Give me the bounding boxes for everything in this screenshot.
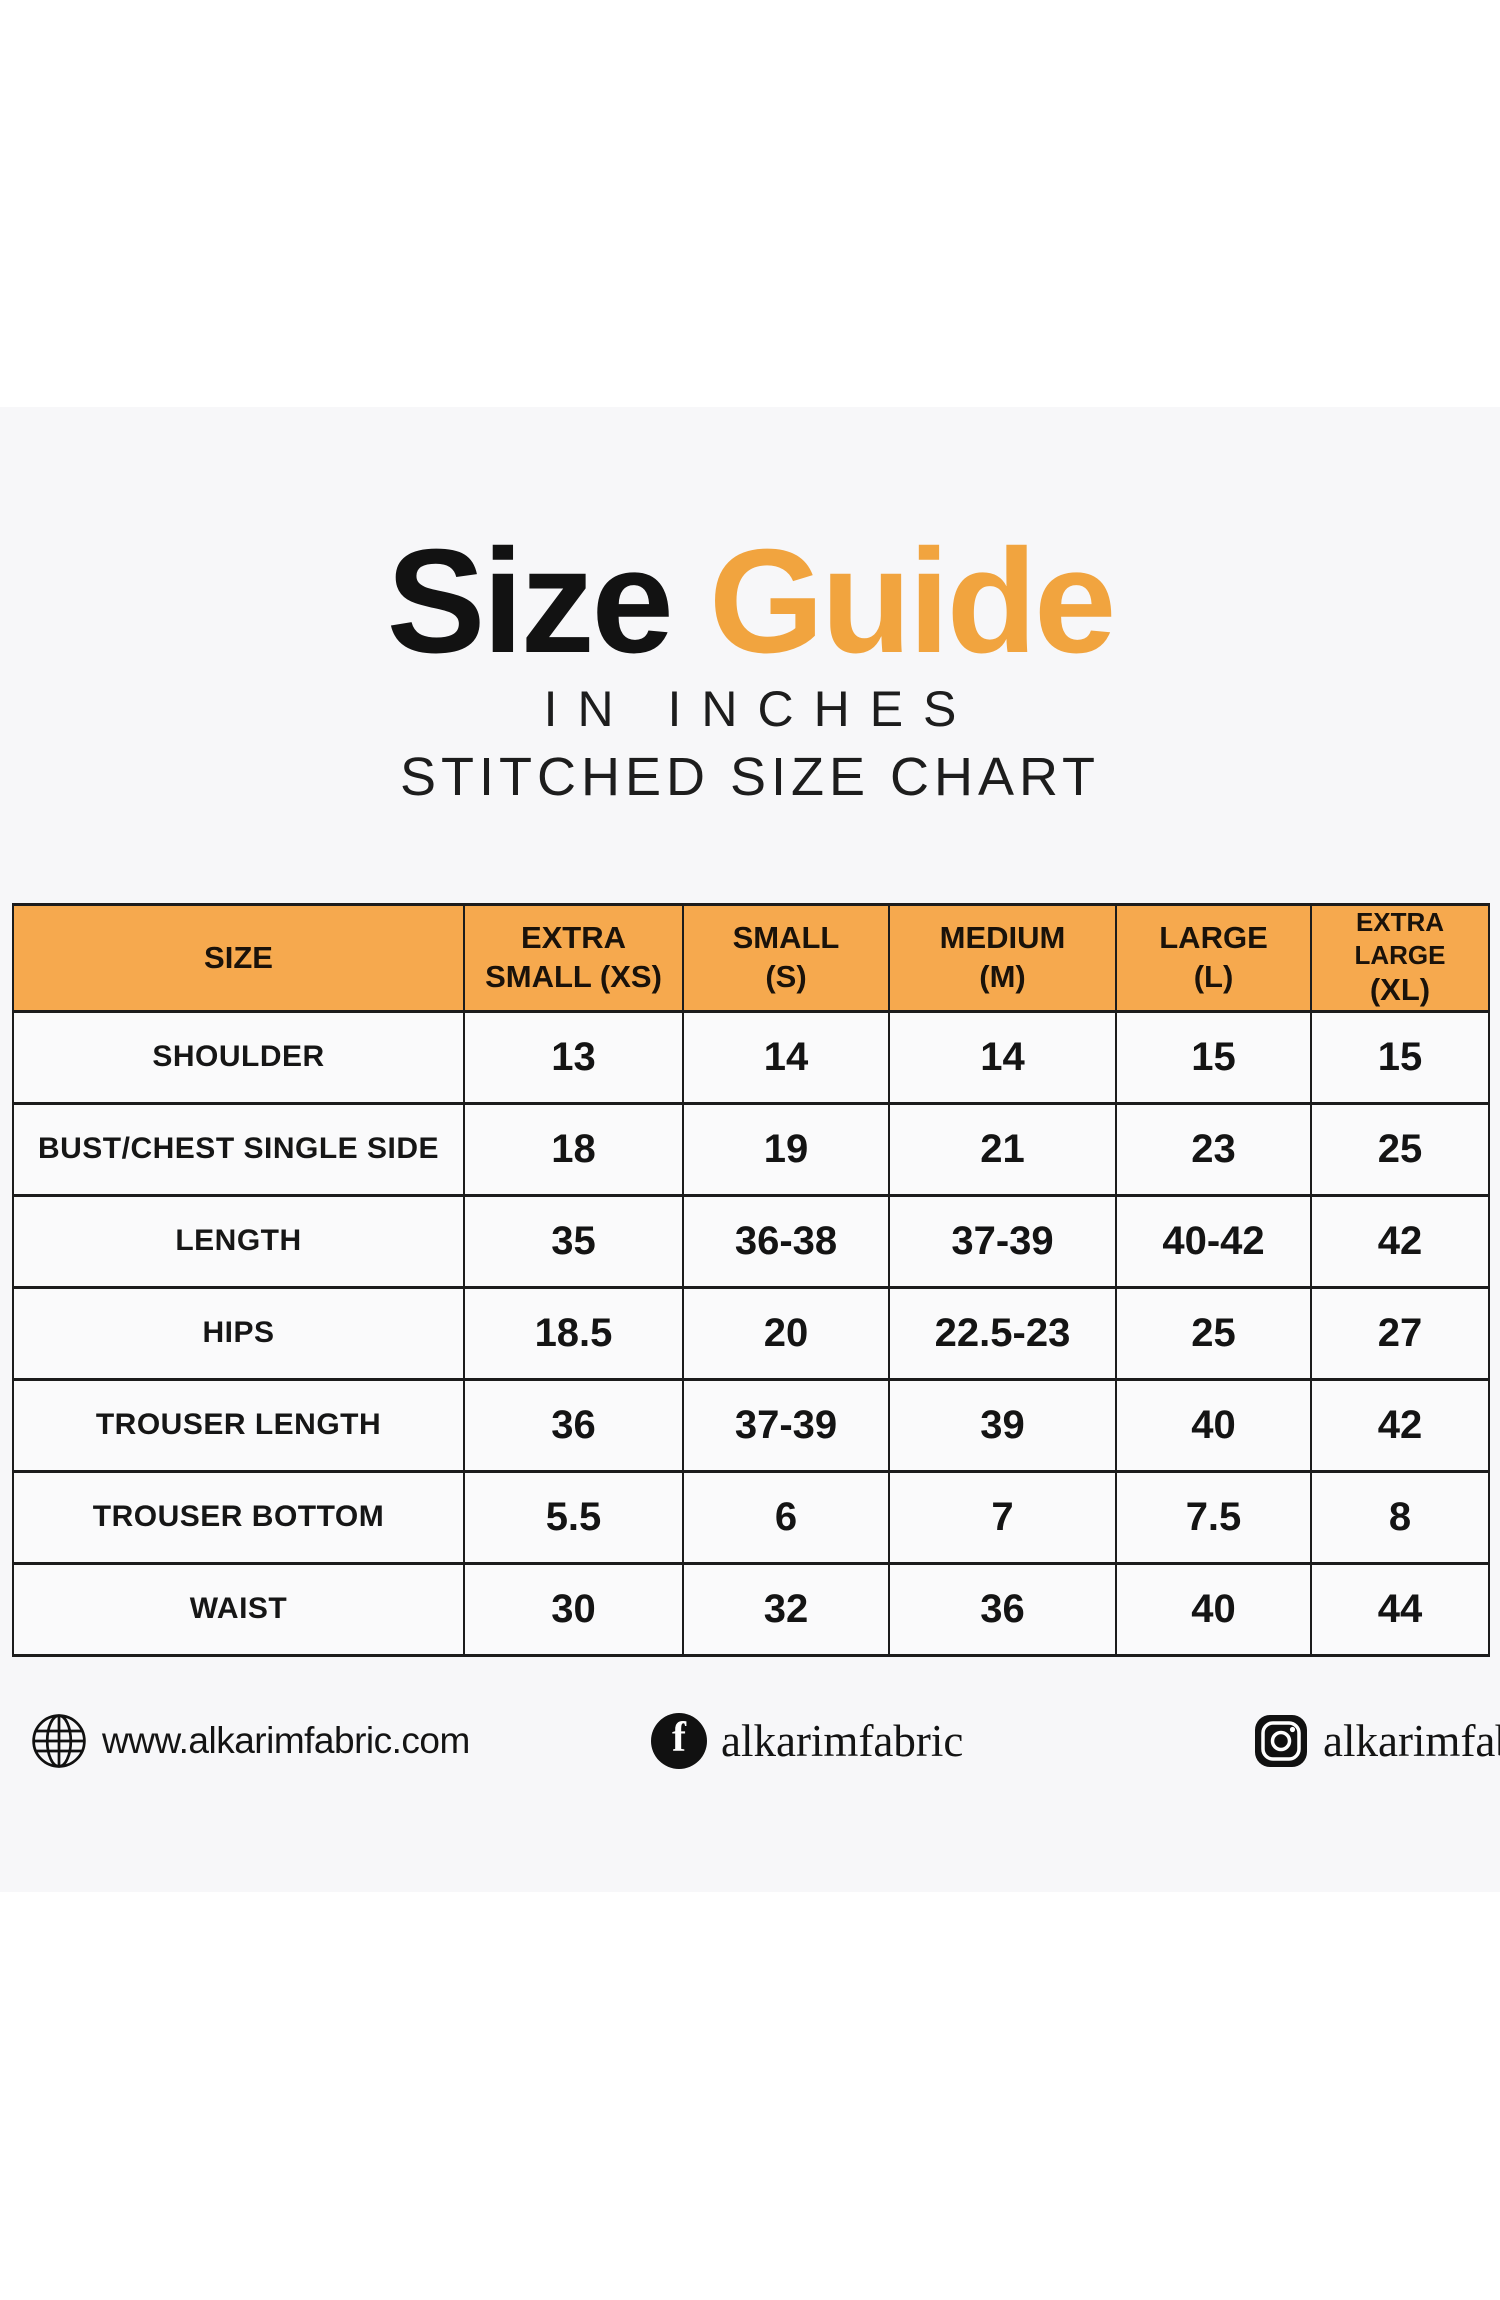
cell-trouser-bottom-xs: 5.5 [463,1469,684,1565]
table-row-shoulder: SHOULDER 13 14 14 15 15 [12,1009,1490,1105]
title-space [671,519,709,684]
row-label-trouser-length: TROUSER LENGTH [12,1377,465,1473]
row-label-trouser-bottom: TROUSER BOTTOM [12,1469,465,1565]
facebook-handle: alkarimfabric [721,1716,964,1766]
title-word-size: Size [386,519,674,684]
table-row-hips: HIPS 18.5 20 22.5-23 25 27 [12,1285,1490,1381]
globe-icon [32,1714,86,1768]
row-label-bust-chest: BUST/CHEST SINGLE SIDE [12,1101,465,1197]
cell-shoulder-l: 15 [1115,1009,1312,1105]
facebook-icon: f [651,1713,707,1769]
cell-shoulder-m: 14 [888,1009,1117,1105]
cell-trouser-length-s: 37-39 [682,1377,890,1473]
cell-length-m: 37-39 [888,1193,1117,1289]
cell-bust-m: 21 [888,1101,1117,1197]
cell-shoulder-xs: 13 [463,1009,684,1105]
cell-waist-l: 40 [1115,1561,1312,1657]
column-header-medium: MEDIUM (M) [888,903,1117,1013]
table-row-trouser-length: TROUSER LENGTH 36 37-39 39 40 42 [12,1377,1490,1473]
cell-trouser-length-l: 40 [1115,1377,1312,1473]
cell-waist-xl: 44 [1310,1561,1490,1657]
cell-trouser-length-m: 39 [888,1377,1117,1473]
website-url: www.alkarimfabric.com [102,1720,470,1761]
header-row: SIZE EXTRA SMALL (XS) SMALL (S) MEDIUM (M) … [12,903,1490,1013]
table-row-length: LENGTH 35 36-38 37-39 40-42 42 [12,1193,1490,1289]
cell-trouser-bottom-xl: 8 [1310,1469,1490,1565]
cell-length-s: 36-38 [682,1193,890,1289]
instagram-handle: alkarimfabrics [1323,1716,1500,1766]
column-header-extra-small: EXTRA SMALL (XS) [463,903,684,1013]
cell-hips-s: 20 [682,1285,890,1381]
website-contact: www.alkarimfabric.com [30,1706,470,1776]
cell-shoulder-xl: 15 [1310,1009,1490,1105]
cell-hips-xs: 18.5 [463,1285,684,1381]
cell-hips-l: 25 [1115,1285,1312,1381]
instagram-icon [1255,1715,1307,1767]
cell-bust-xs: 18 [463,1101,684,1197]
row-label-length: LENGTH [12,1193,465,1289]
subtitle-in-inches: IN INCHES [543,681,977,737]
cell-trouser-bottom-l: 7.5 [1115,1469,1312,1565]
size-chart-table: SIZE EXTRA SMALL (XS) SMALL (S) MEDIUM (M) … [12,903,1490,1657]
column-header-large: LARGE (L) [1115,903,1312,1013]
subtitle-stitched-size-chart: STITCHED SIZE CHART [399,747,1101,807]
cell-bust-xl: 25 [1310,1101,1490,1197]
cell-length-xs: 35 [463,1193,684,1289]
table-row-waist: WAIST 30 32 36 40 44 [12,1561,1490,1657]
cell-hips-m: 22.5-23 [888,1285,1117,1381]
page-title: Size Guide [0,528,1500,676]
instagram-contact: alkarimfabrics [1253,1706,1500,1776]
cell-trouser-bottom-m: 7 [888,1469,1117,1565]
row-label-shoulder: SHOULDER [12,1009,465,1105]
table-row-bust-chest: BUST/CHEST SINGLE SIDE 18 19 21 23 25 [12,1101,1490,1197]
cell-waist-xs: 30 [463,1561,684,1657]
title-word-guide: Guide [708,519,1116,684]
table-row-trouser-bottom: TROUSER BOTTOM 5.5 6 7 7.5 8 [12,1469,1490,1565]
cell-hips-xl: 27 [1310,1285,1490,1381]
cell-trouser-length-xs: 36 [463,1377,684,1473]
row-label-hips: HIPS [12,1285,465,1381]
column-header-size: SIZE [12,903,465,1013]
cell-length-l: 40-42 [1115,1193,1312,1289]
cell-bust-s: 19 [682,1101,890,1197]
column-header-small: SMALL (S) [682,903,890,1013]
cell-shoulder-s: 14 [682,1009,890,1105]
cell-waist-s: 32 [682,1561,890,1657]
facebook-contact: f alkarimfabric [651,1706,963,1776]
column-header-extra-large: EXTRA LARGE (XL) [1310,903,1490,1013]
cell-waist-m: 36 [888,1561,1117,1657]
cell-length-xl: 42 [1310,1193,1490,1289]
cell-trouser-length-xl: 42 [1310,1377,1490,1473]
cell-bust-l: 23 [1115,1101,1312,1197]
cell-trouser-bottom-s: 6 [682,1469,890,1565]
footer-contacts: www.alkarimfabric.com f alkarimfabric al… [0,1706,1500,1776]
row-label-waist: WAIST [12,1561,465,1657]
